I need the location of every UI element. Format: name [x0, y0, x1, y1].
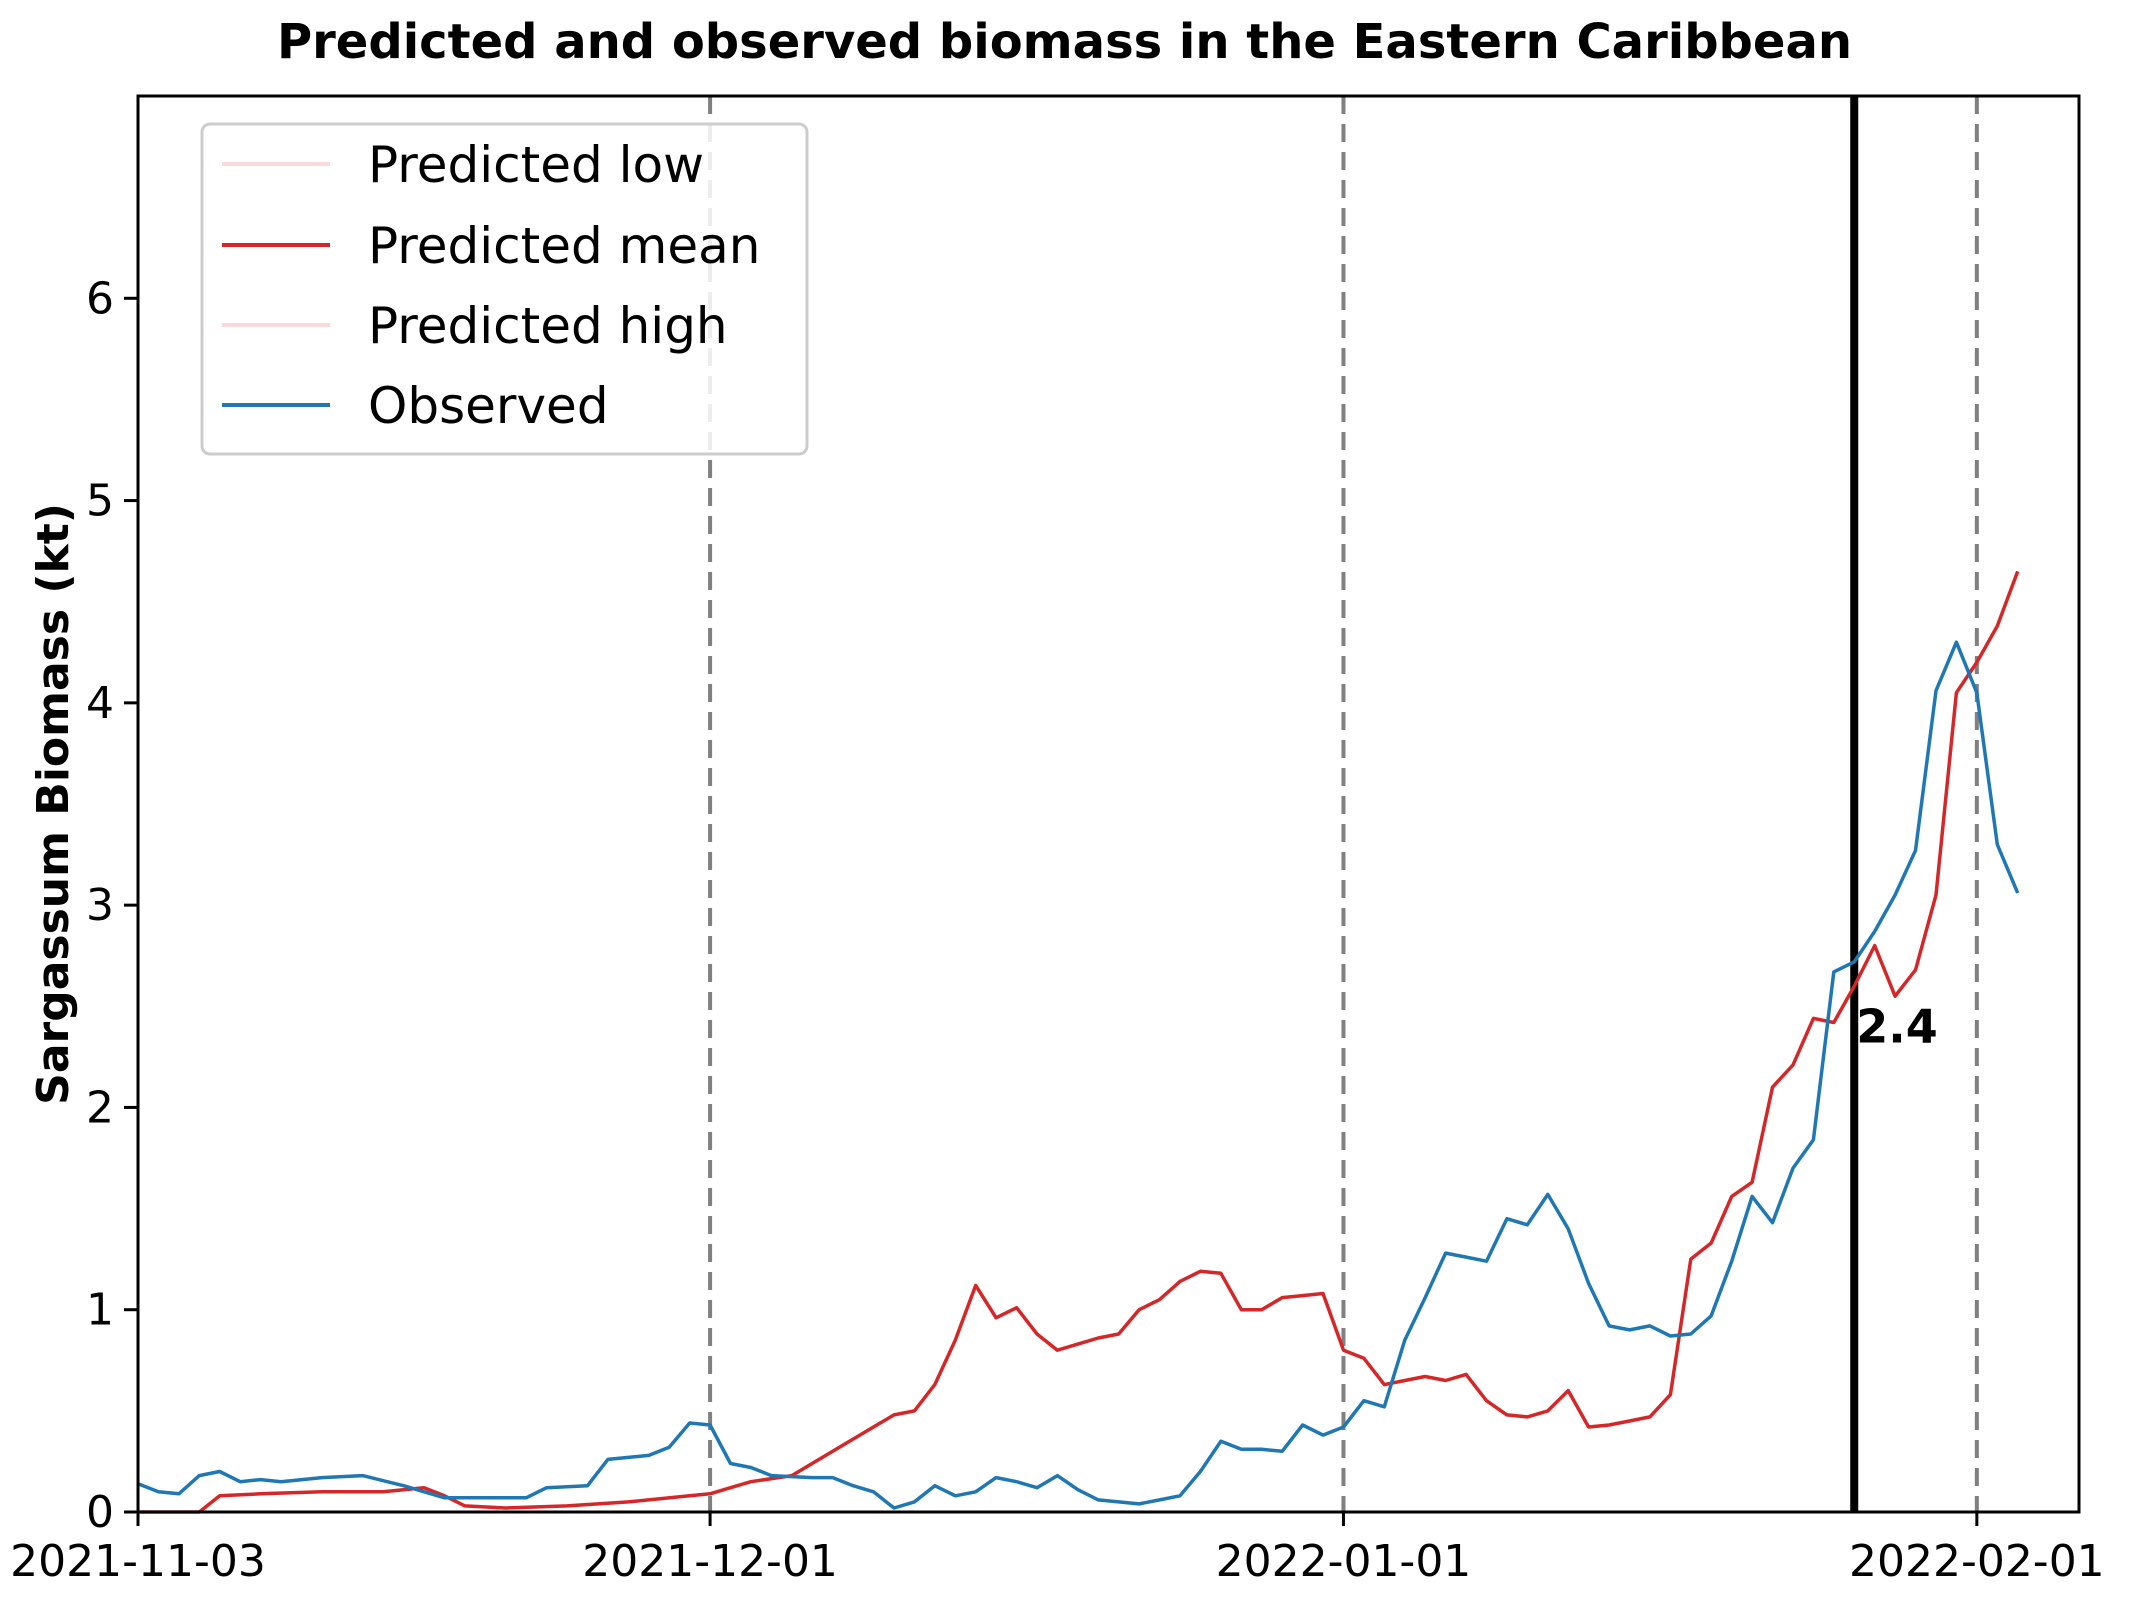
- annotation-layer: 2.4: [1856, 1000, 1938, 1054]
- y-axis-label: Sargassum Biomass (kt): [28, 503, 79, 1105]
- y-tick-label: 6: [86, 273, 114, 324]
- chart-title: Predicted and observed biomass in the Ea…: [276, 14, 1853, 70]
- y-tick-label: 0: [86, 1487, 114, 1538]
- legend-label-predicted-low: Predicted low: [368, 136, 704, 194]
- x-tick-label: 2022-02-01: [1849, 1536, 2105, 1587]
- y-tick-label: 2: [86, 1082, 114, 1133]
- plot-frame: [136, 94, 2081, 1514]
- y-tick-label: 5: [86, 476, 114, 527]
- series-lines: [137, 570, 2020, 1514]
- y-tick-label: 1: [86, 1285, 114, 1336]
- legend-label-predicted-mean: Predicted mean: [368, 217, 760, 275]
- legend-box: [200, 122, 809, 456]
- y-tick-label: 4: [86, 678, 114, 729]
- legend-label-predicted-high: Predicted high: [368, 297, 728, 355]
- legend: Predicted low Predicted mean Predicted h…: [200, 122, 809, 456]
- y-tick-label: 3: [86, 880, 114, 931]
- x-tick-label: 2022-01-01: [1216, 1536, 1472, 1587]
- x-axis-ticks: 2021-11-03 2021-12-01 2022-01-01 2022-02-01: [10, 1512, 2105, 1587]
- legend-label-observed: Observed: [368, 377, 609, 435]
- series-observed: [137, 640, 2020, 1510]
- x-tick-label: 2021-11-03: [10, 1536, 266, 1587]
- x-tick-label: 2021-12-01: [582, 1536, 838, 1587]
- series-predicted-mean: [138, 570, 2020, 1514]
- vertical-reference-lines: [708, 96, 1979, 1512]
- annotation-value: 2.4: [1856, 1000, 1938, 1054]
- y-axis-ticks: 0 1 2 3 4 5 6: [86, 273, 138, 1538]
